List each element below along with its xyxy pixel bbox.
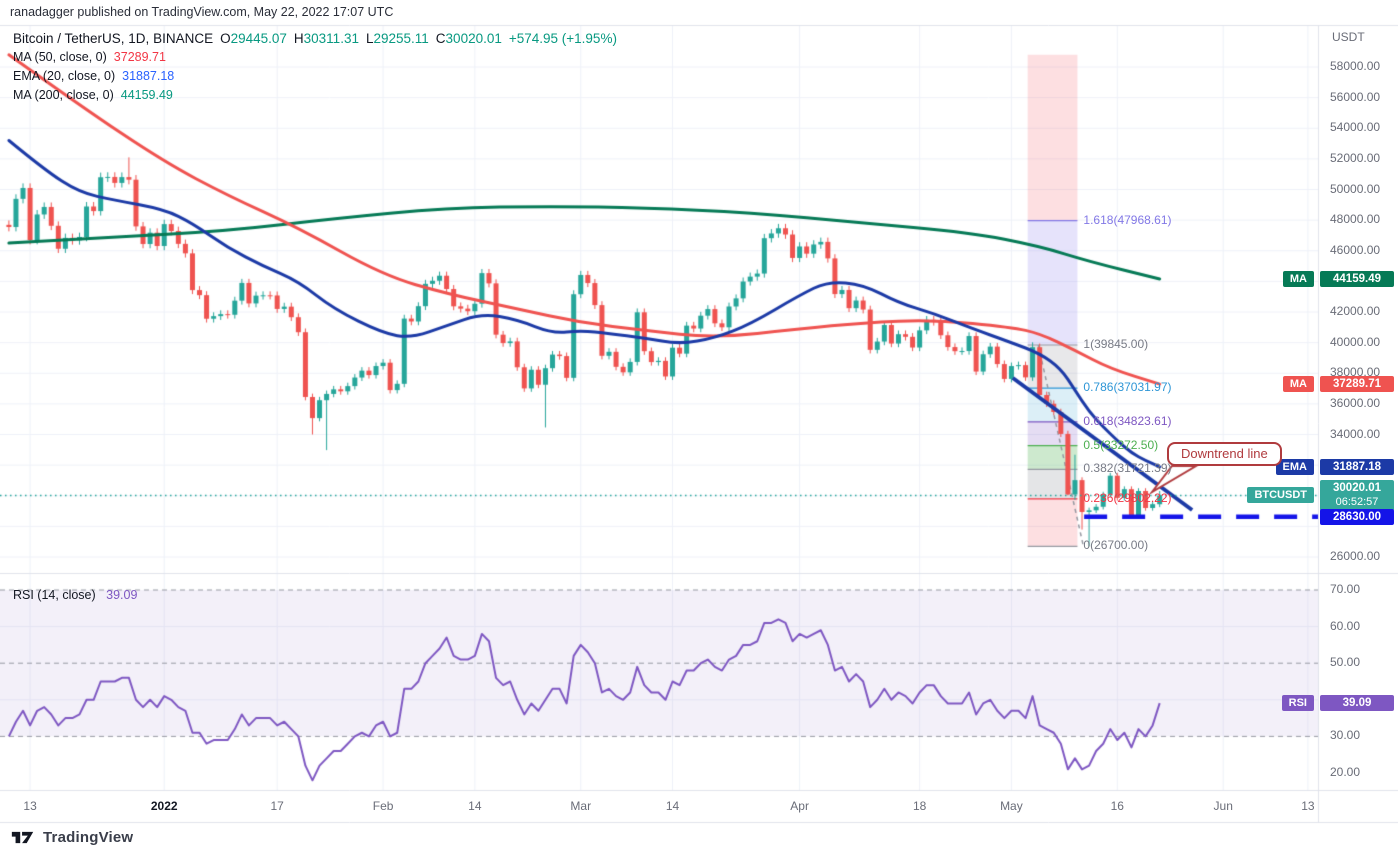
- fib-level-label: 0.618(34823.61): [1083, 413, 1172, 428]
- rsi-axis-label: 50.00: [1330, 655, 1361, 670]
- axis-value-badge: 30020.01 06:52:57: [1320, 480, 1394, 512]
- symbol-title: Bitcoin / TetherUS, 1D, BINANCE: [13, 31, 214, 46]
- brand-text: TradingView: [43, 829, 134, 846]
- axis-value-badge: 28630.00: [1320, 508, 1394, 525]
- axis-name-badge: EMA: [1275, 458, 1314, 475]
- indicator-row[interactable]: MA (50, close, 0) 37289.71: [13, 48, 617, 67]
- rsi-axis-label: 20.00: [1330, 765, 1361, 779]
- rsi-axis-label: 30.00: [1330, 728, 1361, 743]
- publish-note: ranadagger published on TradingView.com,…: [10, 5, 394, 19]
- indicator-row[interactable]: EMA (20, close, 0) 31887.18: [13, 67, 617, 86]
- price-axis-label: 54000.00: [1330, 120, 1381, 135]
- rsi-axis-label: 60.00: [1330, 618, 1361, 633]
- fib-level-label: 0.236(29802.22): [1083, 490, 1172, 505]
- rsi-legend[interactable]: RSI (14, close) 39.09: [13, 588, 137, 602]
- indicator-value: 31887.18: [122, 69, 175, 83]
- time-axis-label: Apr: [790, 799, 809, 813]
- price-axis-label: 34000.00: [1330, 426, 1381, 441]
- fib-level-label: 0.786(37031.97): [1083, 380, 1172, 395]
- price-axis-label: 56000.00: [1330, 89, 1381, 104]
- time-axis-label: Mar: [570, 799, 592, 813]
- ohlc-letter: H: [293, 31, 304, 46]
- indicator-value: 37289.71: [113, 50, 166, 64]
- price-axis-unit: USDT: [1332, 30, 1365, 44]
- indicator-row[interactable]: MA (200, close, 0) 44159.49: [13, 86, 617, 105]
- ohlc-letter: L: [365, 31, 374, 46]
- price-axis-label: 50000.00: [1330, 181, 1381, 196]
- time-axis-label: Feb: [372, 799, 394, 813]
- axis-name-badge: RSI: [1281, 695, 1314, 712]
- ohlc-value: 30020.01: [445, 31, 502, 46]
- axis-name-badge: MA: [1282, 376, 1314, 393]
- time-axis-label: 17: [270, 799, 284, 813]
- price-axis-label: 42000.00: [1330, 304, 1381, 318]
- ohlc-value: 29255.11: [373, 31, 429, 46]
- axis-name-badge: MA: [1282, 270, 1314, 287]
- price-axis-label: 58000.00: [1330, 59, 1381, 73]
- price-axis-label: 48000.00: [1330, 212, 1381, 227]
- time-axis-label: 2022: [150, 799, 178, 813]
- tradingview-icon: [11, 831, 34, 844]
- symbol-title-row[interactable]: Bitcoin / TetherUS, 1D, BINANCE O29445.07…: [13, 29, 617, 48]
- time-axis-label: May: [1000, 799, 1023, 813]
- fib-level-label: 0.382(31721.39): [1083, 461, 1172, 476]
- fib-level-label: 0(26700.00): [1083, 538, 1149, 553]
- downtrend-callout-label: Downtrend line: [1181, 446, 1268, 461]
- countdown-timer: 06:52:57: [1335, 496, 1379, 509]
- fib-level-label: 0.5(33272.50): [1083, 437, 1159, 452]
- rsi-indicator-name: RSI (14, close): [13, 588, 96, 602]
- time-axis-label: Jun: [1213, 799, 1233, 813]
- time-axis-label: 13: [23, 799, 37, 813]
- time-axis-label: 14: [468, 799, 482, 813]
- ohlc-letter: C: [435, 31, 446, 46]
- rsi-value: 39.09: [106, 588, 138, 602]
- indicator-value: 44159.49: [120, 88, 173, 102]
- ohlc-value: 30311.31: [303, 31, 359, 46]
- axis-value-badge: 39.09: [1320, 695, 1394, 712]
- axis-value-badge: 31887.18: [1320, 458, 1394, 475]
- time-axis-label: 13: [1301, 799, 1315, 813]
- ohlc-value: 29445.07: [230, 31, 287, 46]
- price-axis-label: 40000.00: [1330, 334, 1381, 349]
- rsi-axis-label: 70.00: [1330, 582, 1361, 596]
- change-value: +574.95 (+1.95%): [508, 31, 617, 46]
- symbol-legend: Bitcoin / TetherUS, 1D, BINANCE O29445.07…: [13, 29, 617, 105]
- downtrend-callout[interactable]: Downtrend line: [1167, 442, 1282, 466]
- axis-value-badge: 37289.71: [1320, 376, 1394, 393]
- fib-level-label: 1.618(47968.61): [1083, 212, 1172, 227]
- price-axis-label: 38000.00: [1330, 365, 1381, 380]
- time-axis-label: 18: [912, 799, 927, 813]
- ohlc-values: O29445.07 H30311.31 L29255.11 C30020.01: [213, 31, 502, 46]
- price-axis-label: 36000.00: [1330, 395, 1381, 410]
- indicator-name: MA (50, close, 0): [13, 50, 107, 64]
- ohlc-letter: O: [220, 31, 231, 46]
- price-axis-label: 52000.00: [1330, 150, 1381, 165]
- indicator-name: MA (200, close, 0): [13, 88, 114, 102]
- indicator-name: EMA (20, close, 0): [13, 69, 116, 83]
- price-axis-label: 26000.00: [1330, 549, 1381, 563]
- axis-value-badge: 44159.49: [1320, 270, 1394, 287]
- axis-name-badge: BTCUSDT: [1247, 487, 1314, 504]
- time-axis-label: 14: [665, 799, 680, 813]
- fib-level-label: 1(39845.00): [1083, 336, 1149, 351]
- price-axis-label: 46000.00: [1330, 242, 1381, 257]
- tradingview-logo[interactable]: TradingView: [10, 829, 133, 846]
- time-axis-label: 16: [1110, 799, 1124, 813]
